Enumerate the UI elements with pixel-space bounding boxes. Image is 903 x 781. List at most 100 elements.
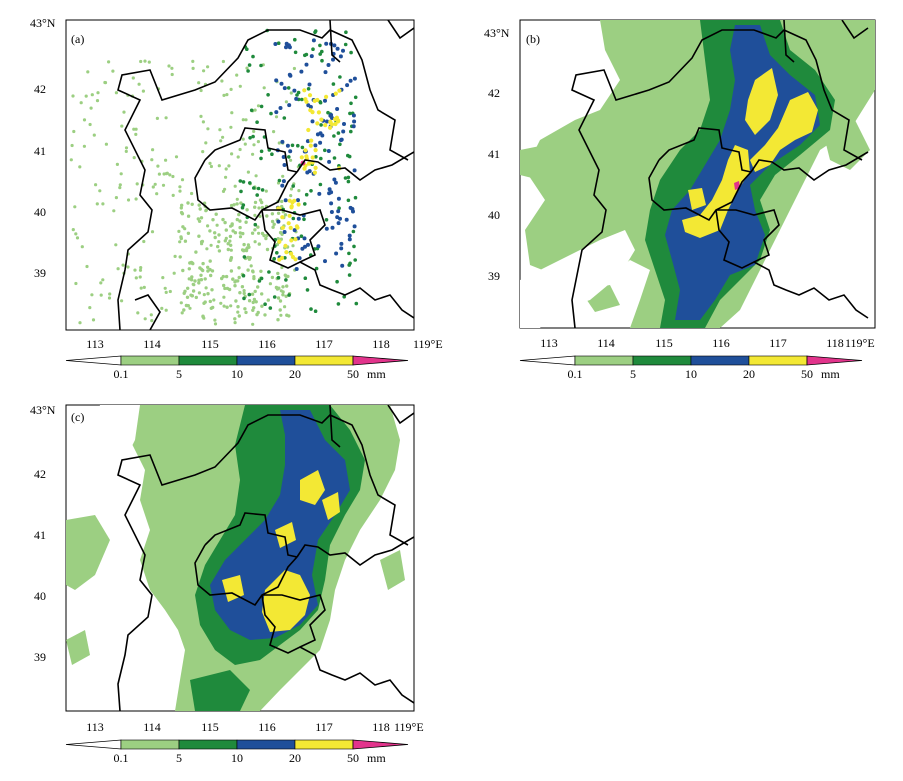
station-dot bbox=[134, 127, 138, 131]
colorbar-segment bbox=[806, 355, 863, 366]
station-dot bbox=[253, 108, 257, 112]
station-dot bbox=[348, 205, 353, 210]
station-dot bbox=[249, 108, 254, 113]
station-dot bbox=[323, 123, 328, 128]
station-dot bbox=[266, 93, 270, 97]
lon-119-label: 119°E bbox=[394, 720, 424, 734]
station-dot bbox=[347, 233, 352, 238]
station-dot bbox=[223, 220, 227, 225]
station-dot bbox=[309, 189, 313, 193]
station-dot bbox=[337, 88, 342, 93]
station-dot bbox=[126, 265, 130, 269]
lon-117-label: 117 bbox=[315, 720, 333, 734]
station-dot bbox=[313, 29, 318, 33]
station-dot bbox=[309, 138, 314, 143]
station-dot bbox=[221, 59, 225, 64]
station-dot bbox=[294, 267, 299, 271]
station-dot bbox=[246, 255, 250, 260]
station-dot bbox=[324, 41, 329, 46]
station-dot bbox=[309, 54, 314, 59]
lon-115-label: 115 bbox=[201, 337, 219, 351]
station-dot bbox=[225, 93, 229, 97]
station-dot bbox=[333, 91, 338, 96]
station-dot bbox=[310, 119, 315, 124]
station-dot bbox=[305, 288, 310, 292]
station-dot bbox=[228, 239, 232, 243]
station-dot bbox=[252, 276, 256, 281]
panel-c: (c) 43°N 42 41 40 39 113 114 115 116 117… bbox=[30, 403, 424, 765]
station-dot bbox=[251, 308, 255, 312]
station-dot bbox=[226, 247, 230, 252]
station-dot bbox=[281, 290, 285, 294]
station-dot bbox=[289, 238, 294, 243]
station-dot bbox=[244, 118, 248, 122]
station-dot bbox=[233, 284, 237, 288]
station-dot bbox=[118, 186, 122, 190]
panel-b-precip-field bbox=[520, 20, 875, 328]
station-dot bbox=[206, 224, 210, 228]
station-dot bbox=[121, 263, 125, 267]
lat-41-label: 41 bbox=[488, 147, 500, 161]
station-dot bbox=[318, 131, 323, 136]
lon-114-label: 114 bbox=[143, 337, 161, 351]
contour-20-50 bbox=[745, 68, 778, 135]
station-dot bbox=[343, 176, 348, 180]
station-dot bbox=[271, 225, 275, 229]
station-dot bbox=[285, 143, 290, 148]
station-dot bbox=[243, 307, 247, 311]
station-dot bbox=[332, 177, 337, 182]
station-dot bbox=[235, 197, 239, 201]
station-dot bbox=[285, 313, 289, 317]
station-dot bbox=[191, 59, 195, 64]
station-dot bbox=[272, 222, 276, 226]
station-dot bbox=[289, 194, 293, 198]
station-dot bbox=[191, 289, 196, 293]
station-dot bbox=[259, 104, 264, 109]
station-dot bbox=[91, 318, 96, 322]
station-dot bbox=[281, 179, 286, 184]
station-dot bbox=[293, 37, 297, 42]
station-dot bbox=[245, 66, 249, 70]
station-dot bbox=[287, 213, 292, 218]
station-dot bbox=[186, 304, 190, 308]
station-dot bbox=[348, 261, 352, 266]
station-dot bbox=[282, 116, 287, 120]
station-dot bbox=[259, 63, 263, 68]
station-dot bbox=[150, 158, 154, 162]
station-dot bbox=[191, 66, 195, 70]
station-dot bbox=[233, 321, 237, 325]
station-dot bbox=[255, 120, 259, 124]
station-dot bbox=[131, 76, 135, 80]
station-dot bbox=[194, 295, 198, 300]
station-dot bbox=[156, 164, 160, 168]
station-dot bbox=[256, 225, 260, 229]
station-dot bbox=[221, 274, 225, 279]
station-dot bbox=[319, 156, 323, 161]
station-dot bbox=[313, 148, 318, 153]
station-dot bbox=[132, 156, 136, 160]
station-dot bbox=[287, 293, 291, 297]
station-dot bbox=[268, 306, 273, 310]
station-dot bbox=[213, 318, 217, 322]
station-dot bbox=[247, 63, 252, 67]
colorbar-tick-label: 20 bbox=[289, 751, 301, 765]
station-dot bbox=[319, 123, 323, 127]
station-dot bbox=[297, 189, 301, 193]
colorbar-unit: mm bbox=[821, 367, 840, 381]
station-dot bbox=[197, 291, 201, 295]
station-dot bbox=[244, 248, 249, 253]
station-dot bbox=[242, 296, 246, 301]
station-dot bbox=[197, 281, 201, 285]
panel-a-stations bbox=[69, 28, 359, 326]
station-dot bbox=[224, 274, 229, 279]
station-dot bbox=[353, 258, 358, 262]
station-dot bbox=[238, 147, 242, 152]
lat-42-label: 42 bbox=[34, 467, 46, 481]
station-dot bbox=[313, 165, 318, 170]
station-dot bbox=[316, 244, 321, 249]
station-dot bbox=[230, 111, 234, 115]
station-dot bbox=[111, 69, 115, 73]
station-dot bbox=[80, 245, 84, 249]
station-dot bbox=[98, 189, 102, 193]
station-dot bbox=[180, 203, 184, 207]
